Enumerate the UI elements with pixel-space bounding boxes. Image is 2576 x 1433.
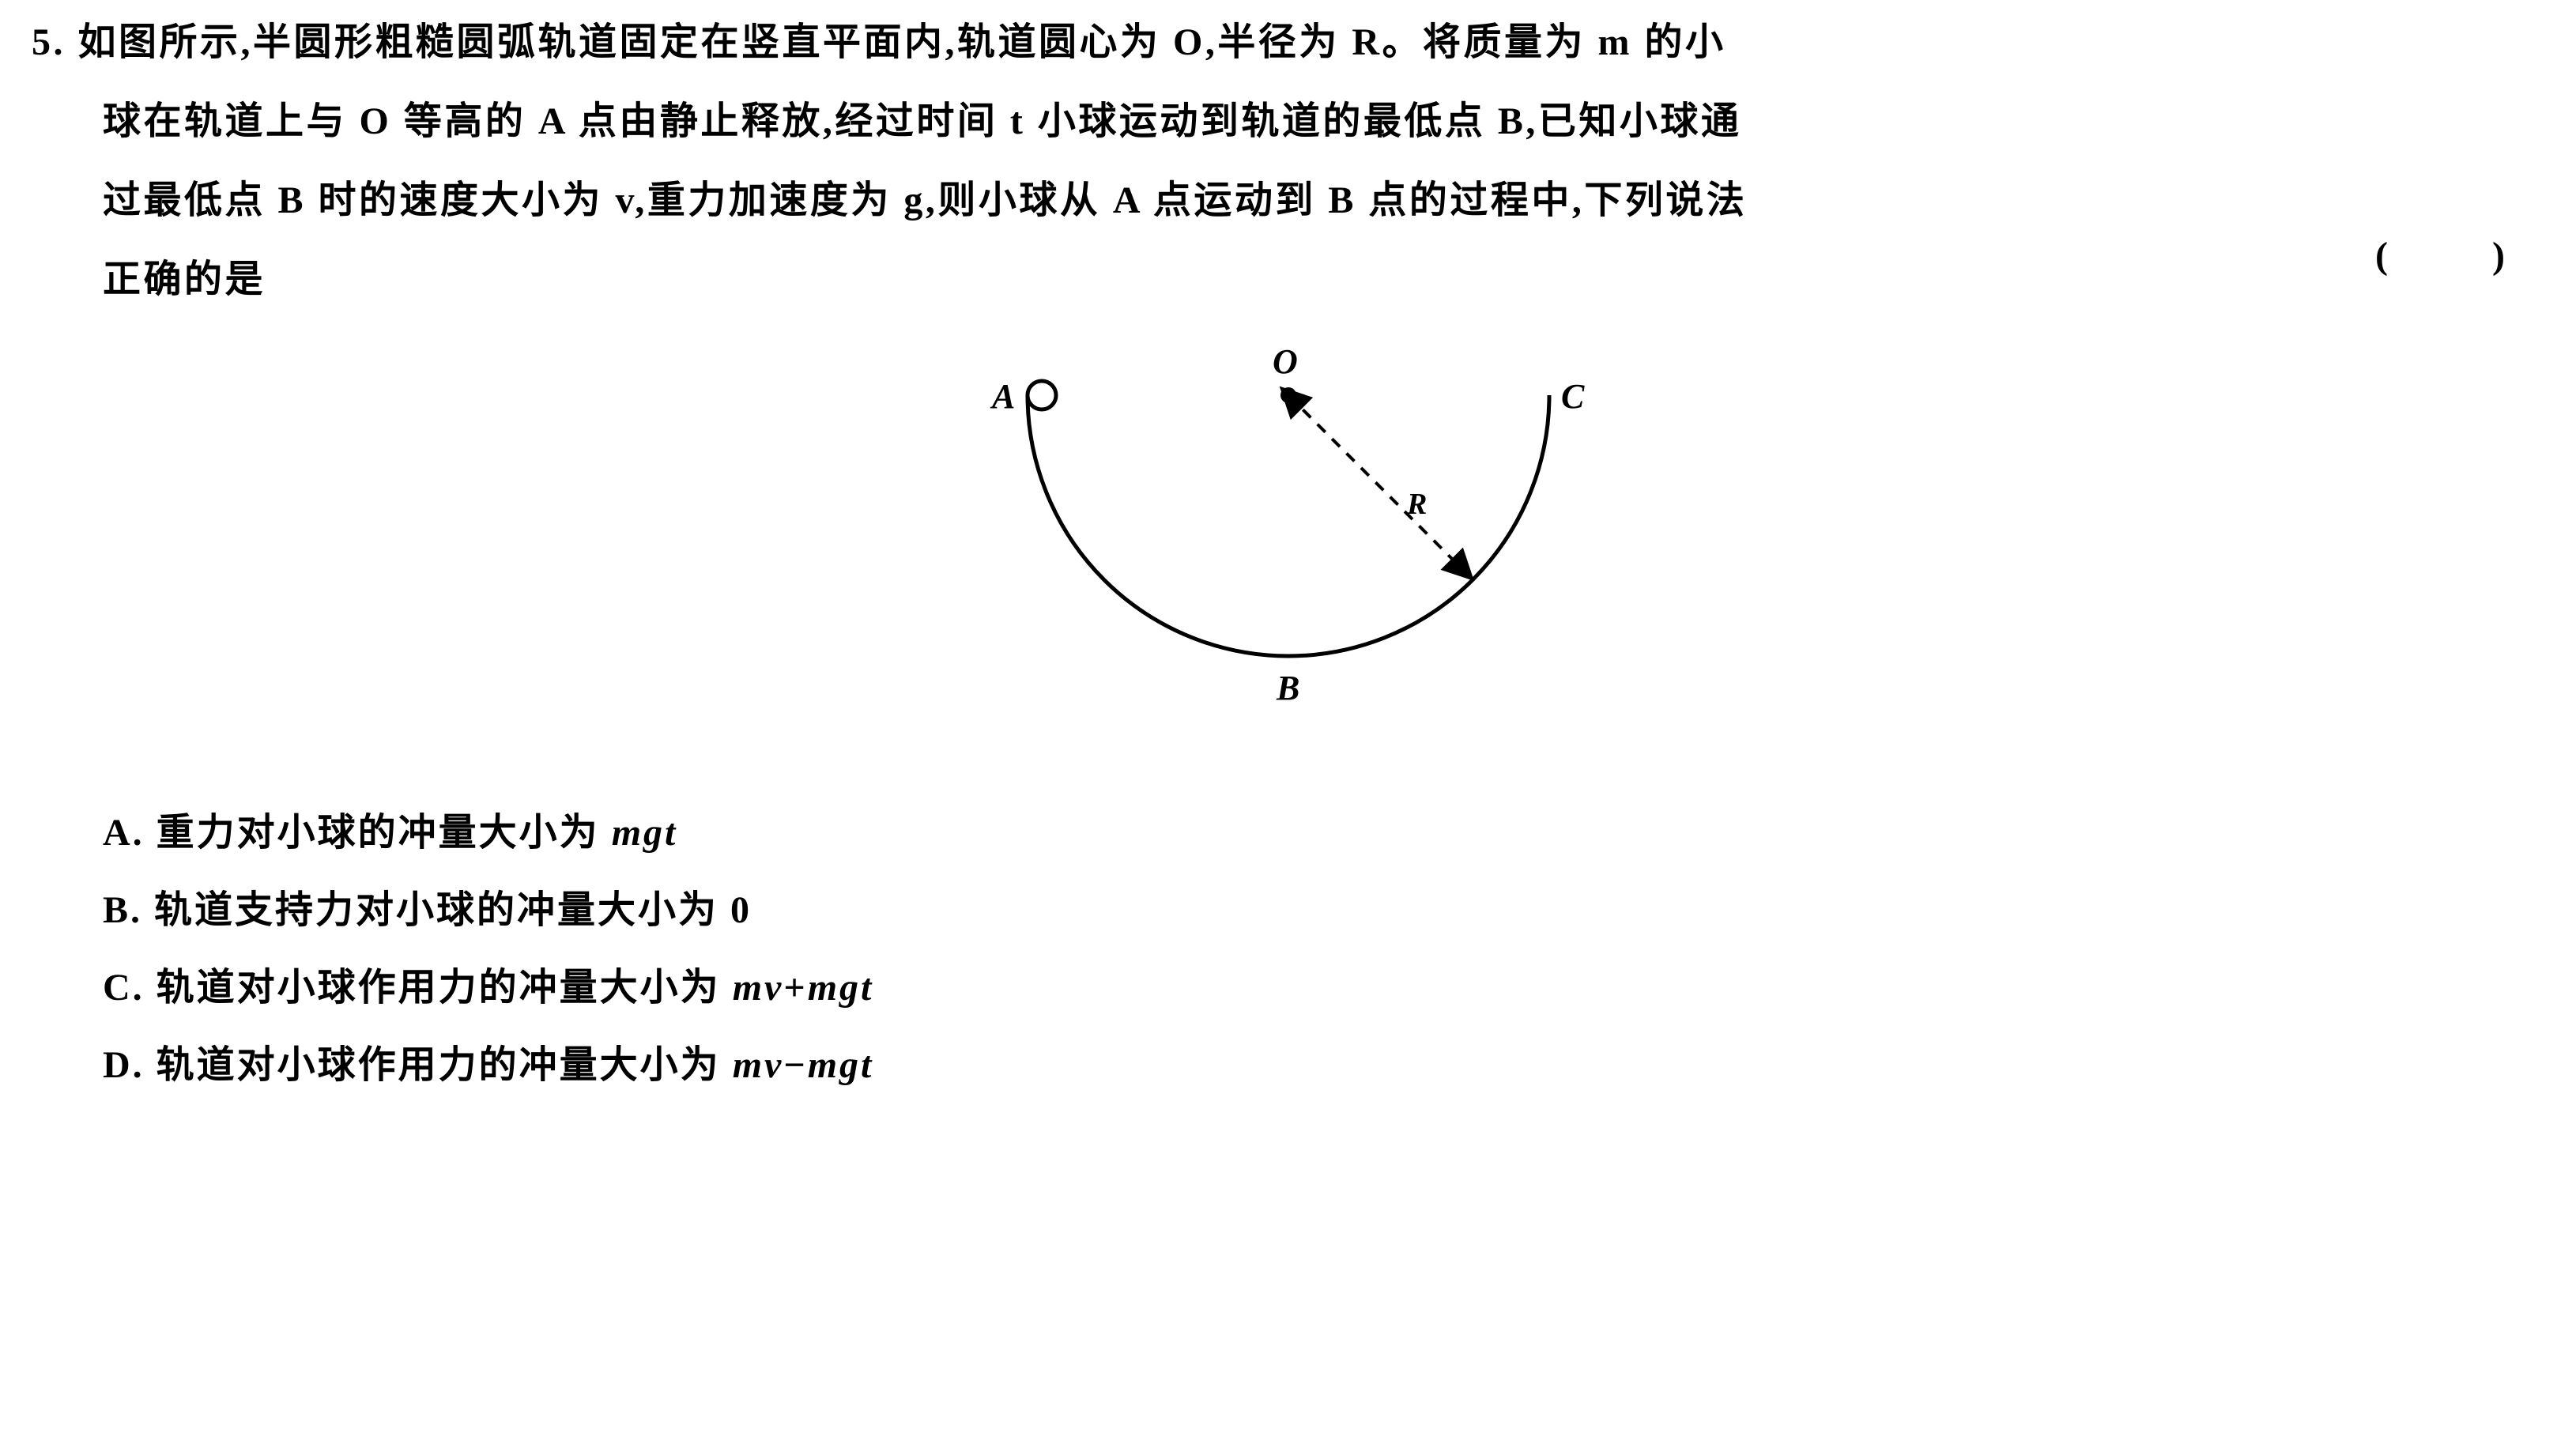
option-A-prefix: A. <box>103 812 157 854</box>
option-D-text: 轨道对小球作用力的冲量大小为 <box>157 1044 733 1086</box>
option-B-text: 轨道支持力对小球的冲量大小为 0 <box>154 889 752 931</box>
option-C-prefix: C. <box>103 967 157 1009</box>
option-A: A. 重力对小球的冲量大小为 mgt <box>103 814 2474 852</box>
radius-line-R <box>1288 395 1474 581</box>
diagram-svg: A C O B R <box>893 340 1684 751</box>
answer-parentheses: ( ) <box>2375 237 2552 275</box>
option-B: B. 轨道支持力对小球的冲量大小为 0 <box>103 892 2474 930</box>
ball-at-A <box>1028 381 1056 409</box>
option-D-expr: mv−mgt <box>733 1044 874 1086</box>
arc-path <box>1028 395 1549 656</box>
stem-line-4: 正确的是 <box>103 261 2545 299</box>
page-root: 5. 如图所示,半圆形粗糙圆弧轨道固定在竖直平面内,轨道圆心为 O,半径为 R。… <box>0 0 2576 1433</box>
options-block: A. 重力对小球的冲量大小为 mgt B. 轨道支持力对小球的冲量大小为 0 C… <box>103 814 2474 1124</box>
option-B-prefix: B. <box>103 889 154 931</box>
option-D: D. 轨道对小球作用力的冲量大小为 mv−mgt <box>103 1046 2474 1084</box>
label-O: O <box>1273 342 1298 381</box>
option-C-expr: mv+mgt <box>733 967 874 1009</box>
stem-line-1: 5. 如图所示,半圆形粗糙圆弧轨道固定在竖直平面内,轨道圆心为 O,半径为 R。… <box>32 24 2545 62</box>
option-D-prefix: D. <box>103 1044 157 1086</box>
option-A-text: 重力对小球的冲量大小为 <box>157 812 612 854</box>
option-C: C. 轨道对小球作用力的冲量大小为 mv+mgt <box>103 969 2474 1007</box>
label-B: B <box>1276 669 1299 707</box>
label-A: A <box>990 377 1015 416</box>
label-C: C <box>1561 377 1585 416</box>
stem-line-2: 球在轨道上与 O 等高的 A 点由静止释放,经过时间 t 小球运动到轨道的最低点… <box>103 103 2545 141</box>
option-A-expr: mgt <box>612 812 678 854</box>
stem-line-3: 过最低点 B 时的速度大小为 v,重力加速度为 g,则小球从 A 点运动到 B … <box>103 182 2545 220</box>
problem-stem: 5. 如图所示,半圆形粗糙圆弧轨道固定在竖直平面内,轨道圆心为 O,半径为 R。… <box>32 24 2545 340</box>
label-R: R <box>1406 488 1427 521</box>
option-C-text: 轨道对小球作用力的冲量大小为 <box>157 967 733 1009</box>
